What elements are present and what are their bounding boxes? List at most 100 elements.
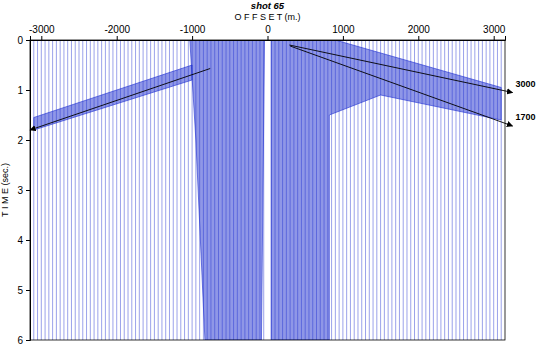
trace xyxy=(482,40,483,340)
trace xyxy=(67,40,68,340)
trace xyxy=(339,40,340,340)
trace xyxy=(112,40,113,340)
trace xyxy=(199,40,200,340)
trace xyxy=(75,40,76,340)
trace xyxy=(222,40,223,340)
tick: -2000 xyxy=(104,24,130,40)
trace xyxy=(429,40,430,340)
trace xyxy=(131,40,132,340)
trace xyxy=(448,40,449,340)
trace xyxy=(210,40,211,340)
tick: 1 xyxy=(17,85,30,96)
trace xyxy=(214,40,215,340)
trace xyxy=(271,40,272,340)
trace xyxy=(154,40,155,340)
trace xyxy=(335,40,336,340)
trace xyxy=(301,40,302,340)
annotation-arrow xyxy=(290,46,512,126)
trace xyxy=(361,40,362,340)
trace xyxy=(463,40,464,340)
trace xyxy=(259,40,260,340)
trace xyxy=(165,40,166,340)
trace xyxy=(275,40,276,340)
trace xyxy=(290,40,291,340)
chart: -3000-2000-100001000200030000123456shot … xyxy=(0,0,551,352)
trace xyxy=(350,40,351,340)
tick-mark xyxy=(26,40,30,41)
chart-title: shot 65 xyxy=(251,0,285,11)
trace xyxy=(90,40,91,340)
trace xyxy=(342,40,343,340)
tick-label: -2000 xyxy=(104,24,130,35)
tick-label: 2 xyxy=(17,135,23,146)
trace xyxy=(180,40,181,340)
trace xyxy=(52,40,53,340)
trace xyxy=(489,40,490,340)
trace xyxy=(501,40,502,340)
tick-label: -3000 xyxy=(29,24,55,35)
tick-mark xyxy=(26,190,30,191)
trace xyxy=(252,40,253,340)
trace xyxy=(293,40,294,340)
trace xyxy=(403,40,404,340)
tick-mark xyxy=(117,36,118,40)
tick-mark xyxy=(26,240,30,241)
trace xyxy=(391,40,392,340)
tick: -3000 xyxy=(29,24,55,40)
trace xyxy=(237,40,238,340)
trace xyxy=(459,40,460,340)
trace xyxy=(124,40,125,340)
trace xyxy=(71,40,72,340)
annotation-arrow xyxy=(289,45,512,93)
trace xyxy=(94,40,95,340)
trace xyxy=(369,40,370,340)
trace xyxy=(146,40,147,340)
trace xyxy=(357,40,358,340)
tick: 5 xyxy=(17,285,30,296)
trace xyxy=(120,40,121,340)
tick: -1000 xyxy=(180,24,206,40)
trace xyxy=(286,40,287,340)
trace xyxy=(135,40,136,340)
x-axis: -3000-2000-10000100020003000 xyxy=(29,24,506,41)
trace xyxy=(33,40,34,340)
trace xyxy=(101,40,102,340)
trace xyxy=(86,40,87,340)
tick-mark xyxy=(418,36,419,40)
axis-line xyxy=(31,36,506,41)
tick-label: 0 xyxy=(17,35,23,46)
tick-mark xyxy=(192,36,193,40)
trace xyxy=(184,40,185,340)
trace xyxy=(433,40,434,340)
trace xyxy=(63,40,64,340)
trace xyxy=(203,40,204,340)
plot-frame xyxy=(30,40,505,340)
y-axis: 0123456 xyxy=(17,35,30,346)
trace xyxy=(282,40,283,340)
trace xyxy=(297,40,298,340)
trace xyxy=(346,40,347,340)
trace xyxy=(380,40,381,340)
trace xyxy=(229,40,230,340)
trace xyxy=(45,40,46,340)
trace xyxy=(418,40,419,340)
trace xyxy=(244,40,245,340)
tick-mark xyxy=(26,90,30,91)
trace xyxy=(169,40,170,340)
trace xyxy=(226,40,227,340)
tick-mark xyxy=(26,340,30,341)
trace xyxy=(444,40,445,340)
tick: 0 xyxy=(17,35,30,46)
trace xyxy=(41,40,42,340)
traces xyxy=(34,40,501,340)
trace xyxy=(452,40,453,340)
tick-label: 3000 xyxy=(483,24,506,35)
tick-label: 2000 xyxy=(408,24,431,35)
tick-mark xyxy=(268,36,269,40)
trace xyxy=(150,40,151,340)
trace xyxy=(327,40,328,340)
trace xyxy=(414,40,415,340)
trace xyxy=(105,40,106,340)
trace xyxy=(56,40,57,340)
tick-label: 1 xyxy=(17,85,23,96)
